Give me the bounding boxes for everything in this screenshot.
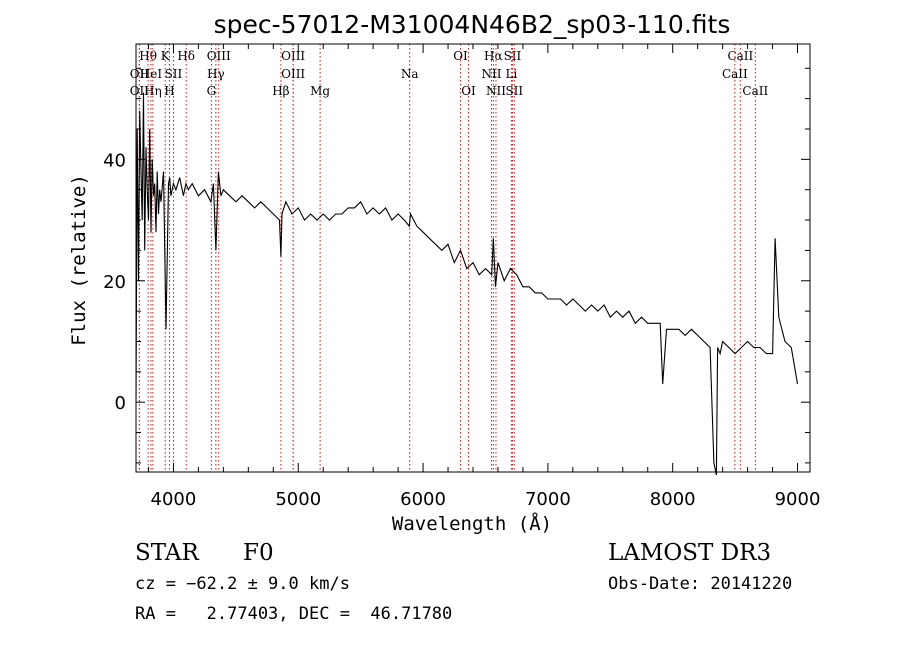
x-tick-label-0: 4000 (151, 489, 197, 510)
chart-title: spec-57012-M31004N46B2_sp03-110.fits (214, 10, 731, 39)
line-label-8: Hδ (177, 49, 195, 63)
y-axis-label: Flux (relative) (68, 174, 90, 346)
line-label-21: NII (481, 67, 501, 81)
line-label-10: Hγ (207, 67, 225, 81)
x-axis-label: Wavelength (Å) (392, 512, 552, 535)
axes: 4000 5000 6000 7000 8000 9000 0 20 40 (103, 43, 821, 510)
line-label-26: CaII (722, 67, 748, 81)
object-class: STAR (135, 540, 199, 566)
line-label-5: K (161, 49, 171, 63)
plot-frame (135, 43, 811, 473)
line-label-7: H (164, 84, 174, 98)
line-label-0: OII (130, 67, 150, 81)
line-label-20: SII (504, 49, 522, 63)
line-label-6: SII (165, 67, 183, 81)
line-label-27: CaII (742, 84, 768, 98)
ra-dec-coordinates: RA = 2.77403, DEC = 46.71780 (135, 604, 453, 624)
line-label-4: Hη (144, 84, 162, 98)
line-label-15: Mg (310, 84, 330, 98)
survey-name: LAMOST DR3 (608, 540, 772, 566)
line-label-3: HeI (140, 67, 163, 81)
line-label-1: OII (130, 84, 150, 98)
redshift-cz: cz = −62.2 ± 9.0 km/s (135, 574, 350, 594)
line-label-9: OIII (207, 49, 231, 63)
line-label-13: OIII (281, 67, 305, 81)
object-subclass: F0 (243, 540, 274, 566)
observation-date: Obs-Date: 20141220 (608, 574, 793, 594)
line-label-18: OI (461, 84, 476, 98)
y-tick-label-0: 0 (115, 393, 126, 414)
line-label-17: OI (453, 49, 468, 63)
y-tick-label-2: 40 (103, 150, 126, 171)
x-tick-label-5: 9000 (775, 489, 821, 510)
line-label-22: Li (506, 67, 518, 81)
line-label-19: Hα (484, 49, 503, 63)
line-label-14: Hβ (272, 84, 289, 98)
line-label-24: SII (505, 84, 523, 98)
x-tick-label-2: 6000 (400, 489, 446, 510)
x-tick-label-1: 5000 (275, 489, 321, 510)
line-label-2: Hθ (139, 49, 157, 63)
x-tick-label-4: 8000 (650, 489, 696, 510)
x-tick-label-3: 7000 (525, 489, 571, 510)
flux-series (135, 92, 799, 476)
line-label-11: G (207, 84, 217, 98)
line-label-23: NII (486, 84, 506, 98)
line-label-16: Na (401, 67, 419, 81)
flux-line (135, 92, 799, 476)
line-label-25: CaII (727, 49, 753, 63)
y-tick-label-1: 20 (103, 272, 126, 293)
